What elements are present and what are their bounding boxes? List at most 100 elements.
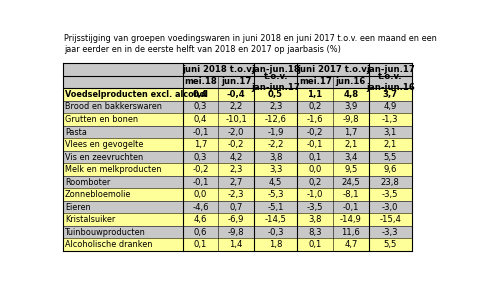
Bar bbox=[62, 113, 412, 126]
Text: Voedselproducten excl. alcohol: Voedselproducten excl. alcohol bbox=[65, 90, 208, 99]
Text: 4,7: 4,7 bbox=[344, 240, 358, 249]
Text: 4,8: 4,8 bbox=[343, 90, 358, 99]
Text: -4,6: -4,6 bbox=[192, 203, 208, 212]
Text: 23,8: 23,8 bbox=[381, 178, 400, 187]
Text: Prijsstijging van groepen voedingswaren in juni 2018 en juni 2017 t.o.v. een maa: Prijsstijging van groepen voedingswaren … bbox=[64, 34, 436, 54]
Text: -1,6: -1,6 bbox=[307, 115, 324, 124]
Text: -1,0: -1,0 bbox=[307, 190, 324, 199]
Text: 4,5: 4,5 bbox=[269, 178, 282, 187]
Text: -8,1: -8,1 bbox=[342, 190, 359, 199]
Text: -3,0: -3,0 bbox=[382, 203, 398, 212]
Text: jun.17: jun.17 bbox=[221, 78, 251, 87]
Text: -5,1: -5,1 bbox=[268, 203, 284, 212]
Bar bbox=[62, 151, 412, 163]
Text: -3,5: -3,5 bbox=[382, 190, 398, 199]
Text: 11,6: 11,6 bbox=[342, 228, 360, 237]
Bar bbox=[62, 163, 412, 176]
Text: -0,1: -0,1 bbox=[342, 203, 359, 212]
Text: mei.17: mei.17 bbox=[299, 78, 332, 87]
Text: -14,5: -14,5 bbox=[264, 215, 286, 224]
Bar bbox=[62, 213, 412, 226]
Text: 4,6: 4,6 bbox=[194, 215, 207, 224]
Text: 4,2: 4,2 bbox=[230, 153, 243, 162]
Bar bbox=[62, 239, 412, 251]
Text: jun.16: jun.16 bbox=[336, 78, 366, 87]
Text: 8,3: 8,3 bbox=[308, 228, 322, 237]
Text: 3,4: 3,4 bbox=[344, 153, 358, 162]
Text: -14,9: -14,9 bbox=[340, 215, 361, 224]
Text: 1,7: 1,7 bbox=[344, 127, 358, 136]
Bar bbox=[62, 138, 412, 151]
Text: 0,1: 0,1 bbox=[194, 240, 207, 249]
Text: Vlees en gevogelte: Vlees en gevogelte bbox=[65, 140, 143, 149]
Bar bbox=[218, 76, 254, 88]
Text: -3,5: -3,5 bbox=[307, 203, 324, 212]
Text: 9,5: 9,5 bbox=[344, 165, 358, 174]
Text: 2,7: 2,7 bbox=[230, 178, 243, 187]
Text: Kristalsuiker: Kristalsuiker bbox=[65, 215, 115, 224]
Text: 3,9: 3,9 bbox=[344, 102, 358, 111]
Text: -1,9: -1,9 bbox=[268, 127, 284, 136]
Text: 0,2: 0,2 bbox=[308, 102, 322, 111]
Text: jan-jun.17: jan-jun.17 bbox=[366, 65, 414, 74]
Bar bbox=[298, 63, 368, 76]
Text: 9,6: 9,6 bbox=[384, 165, 397, 174]
Text: Zonnebloemolie: Zonnebloemolie bbox=[65, 190, 131, 199]
Text: 3,8: 3,8 bbox=[308, 215, 322, 224]
Text: 1,7: 1,7 bbox=[194, 140, 207, 149]
Text: Alcoholische dranken: Alcoholische dranken bbox=[65, 240, 152, 249]
Text: 0,6: 0,6 bbox=[194, 228, 207, 237]
Text: 0,1: 0,1 bbox=[308, 240, 322, 249]
Text: Eieren: Eieren bbox=[65, 203, 90, 212]
Text: 24,5: 24,5 bbox=[342, 178, 360, 187]
Text: -1,3: -1,3 bbox=[382, 115, 398, 124]
Text: Grutten en bonen: Grutten en bonen bbox=[65, 115, 138, 124]
Bar bbox=[254, 63, 298, 76]
Text: 1,1: 1,1 bbox=[308, 90, 323, 99]
Text: 3,8: 3,8 bbox=[269, 153, 282, 162]
Text: Pasta: Pasta bbox=[65, 127, 86, 136]
Text: 0,3: 0,3 bbox=[194, 153, 207, 162]
Text: -5,3: -5,3 bbox=[268, 190, 284, 199]
Text: 5,5: 5,5 bbox=[384, 153, 397, 162]
Text: 0,0: 0,0 bbox=[194, 190, 207, 199]
Bar bbox=[182, 63, 254, 76]
Bar bbox=[62, 226, 412, 239]
Text: 0,3: 0,3 bbox=[194, 102, 207, 111]
Text: -2,0: -2,0 bbox=[228, 127, 244, 136]
Bar bbox=[298, 76, 333, 88]
Text: -0,2: -0,2 bbox=[228, 140, 244, 149]
Text: -0,2: -0,2 bbox=[192, 165, 208, 174]
Text: jan-jun.18: jan-jun.18 bbox=[252, 65, 300, 74]
Text: -0,4: -0,4 bbox=[226, 90, 246, 99]
Bar bbox=[368, 63, 412, 76]
Text: 0,7: 0,7 bbox=[230, 203, 243, 212]
Text: 0,4: 0,4 bbox=[194, 115, 207, 124]
Text: 0,2: 0,2 bbox=[308, 178, 322, 187]
Text: 1,4: 1,4 bbox=[230, 240, 243, 249]
Text: -0,1: -0,1 bbox=[192, 127, 208, 136]
Bar bbox=[62, 101, 412, 113]
Bar bbox=[368, 76, 412, 88]
Text: Vis en zeevruchten: Vis en zeevruchten bbox=[65, 153, 143, 162]
Text: 0,0: 0,0 bbox=[308, 165, 322, 174]
Text: -12,6: -12,6 bbox=[264, 115, 286, 124]
Bar bbox=[333, 76, 368, 88]
Bar bbox=[254, 76, 298, 88]
Text: 0,4: 0,4 bbox=[193, 90, 208, 99]
Text: -2,2: -2,2 bbox=[268, 140, 284, 149]
Text: -0,3: -0,3 bbox=[268, 228, 284, 237]
Text: 1,8: 1,8 bbox=[269, 240, 282, 249]
Bar bbox=[62, 126, 412, 138]
Bar bbox=[62, 188, 412, 201]
Text: 5,5: 5,5 bbox=[384, 240, 397, 249]
Text: -10,1: -10,1 bbox=[225, 115, 247, 124]
Text: juni 2017 t.o.v.: juni 2017 t.o.v. bbox=[297, 65, 369, 74]
Text: 2,3: 2,3 bbox=[269, 102, 282, 111]
Text: 2,1: 2,1 bbox=[344, 140, 358, 149]
Text: 3,7: 3,7 bbox=[383, 90, 398, 99]
Text: 2,3: 2,3 bbox=[230, 165, 243, 174]
Text: Roomboter: Roomboter bbox=[65, 178, 110, 187]
Text: -2,3: -2,3 bbox=[228, 190, 244, 199]
Bar bbox=[62, 88, 412, 101]
